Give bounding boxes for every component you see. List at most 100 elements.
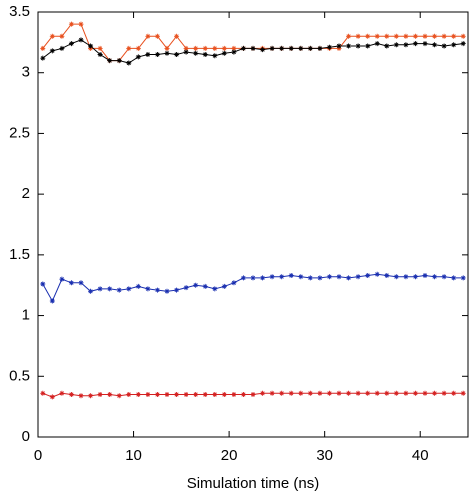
point-marker	[49, 48, 55, 54]
point-marker	[193, 45, 199, 51]
point-marker	[460, 390, 466, 396]
point-marker	[68, 41, 74, 47]
point-marker	[279, 390, 285, 396]
point-marker	[126, 60, 132, 66]
point-marker	[307, 275, 313, 281]
point-marker	[403, 33, 409, 39]
point-marker	[183, 45, 189, 51]
point-marker	[326, 390, 332, 396]
y-tick-label: 0.5	[9, 367, 30, 384]
point-marker	[212, 392, 218, 397]
point-marker	[193, 392, 199, 397]
point-marker	[107, 286, 113, 292]
point-marker	[145, 33, 151, 39]
point-marker	[336, 274, 342, 280]
point-marker	[59, 45, 65, 51]
point-marker	[412, 33, 418, 39]
point-marker	[202, 392, 208, 397]
point-marker	[269, 45, 275, 51]
point-marker	[193, 50, 199, 56]
x-axis-label: Simulation time (ns)	[187, 475, 320, 492]
point-marker	[451, 275, 457, 281]
point-marker	[432, 390, 438, 396]
point-marker	[212, 286, 218, 292]
point-marker	[97, 45, 103, 51]
point-marker	[412, 390, 418, 396]
point-marker	[164, 288, 170, 294]
point-marker	[355, 274, 361, 280]
point-marker	[202, 283, 208, 289]
point-marker	[88, 43, 94, 49]
point-marker	[231, 280, 237, 286]
point-marker	[384, 390, 390, 396]
point-marker	[78, 37, 84, 43]
point-marker	[460, 33, 466, 39]
y-tick-label: 0	[22, 428, 30, 445]
point-marker	[59, 33, 65, 39]
point-marker	[164, 50, 170, 56]
point-marker	[221, 45, 227, 51]
point-marker	[88, 288, 94, 294]
point-marker	[49, 33, 55, 39]
point-marker	[183, 392, 189, 397]
point-marker	[384, 33, 390, 39]
point-marker	[298, 274, 304, 280]
x-tick-label: 30	[316, 447, 333, 464]
point-marker	[250, 45, 256, 51]
point-marker	[441, 390, 447, 396]
point-marker	[154, 392, 160, 397]
point-marker	[451, 390, 457, 396]
point-marker	[126, 392, 132, 397]
point-marker	[174, 392, 180, 397]
point-marker	[78, 393, 84, 399]
point-marker	[393, 390, 399, 396]
point-marker	[346, 275, 352, 281]
point-marker	[40, 281, 46, 287]
point-marker	[68, 392, 74, 397]
point-marker	[221, 283, 227, 289]
point-marker	[403, 390, 409, 396]
point-marker	[154, 287, 160, 293]
point-marker	[441, 274, 447, 280]
point-marker	[422, 41, 428, 47]
point-marker	[317, 390, 323, 396]
point-marker	[317, 275, 323, 281]
series-line	[42, 23, 464, 62]
point-marker	[384, 43, 390, 49]
point-marker	[164, 392, 170, 397]
point-marker	[288, 390, 294, 396]
point-marker	[355, 390, 361, 396]
point-marker	[250, 275, 256, 281]
y-tick-label: 3.5	[9, 3, 30, 20]
x-tick-label: 0	[34, 447, 42, 464]
point-marker	[451, 42, 457, 48]
point-marker	[231, 392, 237, 397]
point-marker	[432, 274, 438, 280]
point-marker	[183, 285, 189, 291]
point-marker	[403, 42, 409, 48]
point-marker	[393, 274, 399, 280]
point-marker	[279, 45, 285, 51]
x-tick-label: 20	[221, 447, 238, 464]
y-tick-label: 1.5	[9, 246, 30, 263]
point-marker	[326, 44, 332, 50]
point-marker	[384, 273, 390, 278]
point-marker	[326, 274, 332, 280]
series-line	[42, 39, 464, 64]
point-marker	[145, 286, 151, 292]
y-tick-label: 2	[22, 185, 30, 202]
point-marker	[164, 45, 170, 51]
point-marker	[260, 390, 266, 396]
point-marker	[107, 58, 113, 64]
point-marker	[97, 286, 103, 292]
point-marker	[193, 282, 199, 288]
y-tick-label: 3	[22, 64, 30, 81]
point-marker	[221, 392, 227, 397]
point-marker	[422, 273, 428, 278]
point-marker	[59, 390, 65, 396]
point-marker	[126, 286, 132, 292]
point-marker	[183, 49, 189, 55]
point-marker	[355, 43, 361, 49]
point-marker	[432, 42, 438, 48]
